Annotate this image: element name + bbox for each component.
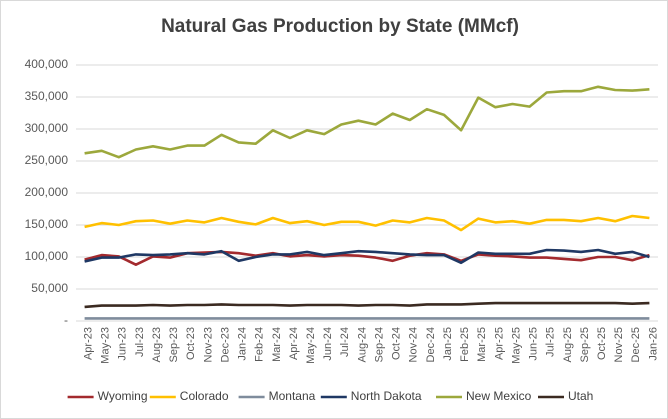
y-tick-label: 100,000 (25, 249, 69, 263)
y-tick-label: - (64, 313, 68, 327)
series-line (84, 85, 650, 159)
x-tick-label: Jan-25 (442, 327, 454, 361)
y-tick-label: 50,000 (31, 281, 68, 295)
legend-label: New Mexico (466, 389, 532, 403)
x-tick-label: Nov-24 (408, 327, 420, 362)
x-tick-label: Jul-25 (545, 327, 557, 357)
legend-label: Utah (568, 389, 593, 403)
y-tick-label: 150,000 (25, 217, 69, 231)
x-tick-label: Nov-25 (613, 327, 625, 362)
x-tick-label: Feb-25 (459, 327, 471, 362)
legend-label: Colorado (180, 389, 229, 403)
chart-title: Natural Gas Production by State (MMcf) (161, 16, 519, 37)
x-tick-label: Sep-25 (579, 327, 591, 362)
x-tick-label: Aug-24 (356, 327, 368, 362)
x-tick-label: May-25 (510, 327, 522, 364)
legend-label: Wyoming (98, 389, 148, 403)
x-tick-label: Jan-26 (647, 327, 659, 361)
x-tick-label: Dec-24 (425, 327, 437, 362)
x-tick-label: Jul-24 (339, 327, 351, 357)
x-tick-label: Dec-23 (219, 327, 231, 362)
series-line (84, 301, 650, 309)
x-tick-label: May-23 (100, 327, 112, 364)
x-tick-label: Jun-24 (322, 327, 334, 361)
x-tick-label: Jun-25 (528, 327, 540, 361)
x-tick-label: Dec-25 (630, 327, 642, 362)
legend-label: Montana (269, 389, 316, 403)
x-tick-label: Mar-24 (271, 327, 283, 362)
y-tick-label: 300,000 (25, 121, 69, 135)
x-tick-label: Oct-24 (391, 327, 403, 360)
y-tick-label: 350,000 (25, 89, 69, 103)
x-tick-label: Apr-24 (288, 327, 300, 360)
series-line (84, 214, 650, 232)
x-tick-label: Oct-25 (596, 327, 608, 360)
x-tick-label: May-24 (305, 327, 317, 364)
y-tick-label: 250,000 (25, 153, 69, 167)
x-tick-label: Sep-23 (168, 327, 180, 362)
legend-label: North Dakota (351, 389, 422, 403)
x-tick-label: Nov-23 (202, 327, 214, 362)
x-tick-label: Feb-24 (254, 327, 266, 362)
x-tick-label: Mar-25 (476, 327, 488, 362)
x-tick-label: Jul-23 (134, 327, 146, 357)
x-tick-label: Apr-25 (493, 327, 505, 360)
y-tick-label: 200,000 (25, 185, 69, 199)
x-tick-label: Oct-23 (185, 327, 197, 360)
x-tick-label: Jan-24 (237, 327, 249, 361)
x-tick-label: Aug-23 (151, 327, 163, 362)
series-line (84, 248, 650, 265)
x-tick-label: Jun-23 (117, 327, 129, 361)
x-tick-label: Apr-23 (82, 327, 94, 360)
series-line (84, 250, 650, 266)
x-tick-label: Aug-25 (562, 327, 574, 362)
x-tick-label: Sep-24 (373, 327, 385, 362)
y-tick-label: 400,000 (25, 57, 69, 71)
